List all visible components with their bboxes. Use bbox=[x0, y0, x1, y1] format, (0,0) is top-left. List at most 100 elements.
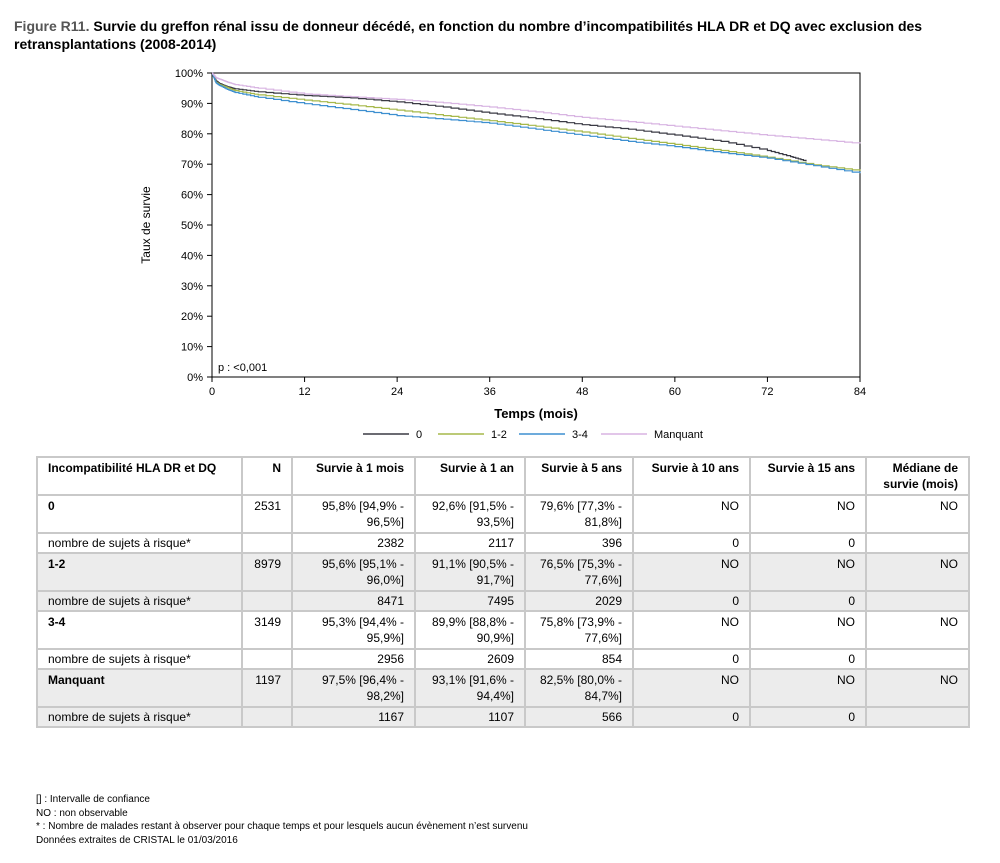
y-tick-label: 80% bbox=[181, 129, 203, 141]
risk-cell: 2029 bbox=[524, 590, 634, 612]
table-cell: NO bbox=[749, 610, 867, 650]
x-tick-label: 0 bbox=[209, 386, 215, 398]
table-header-cell: Survie à 15 ans bbox=[749, 456, 867, 496]
legend-label-1-2: 1-2 bbox=[491, 429, 507, 441]
table-cell: 95,6% [95,1% - 96,0%] bbox=[291, 552, 416, 592]
risk-cell: 0 bbox=[749, 706, 867, 728]
table-header-cell: Médiane de survie (mois) bbox=[865, 456, 970, 496]
table-row: Manquant 1197 97,5% [96,4% - 98,2%] 93,1% [… bbox=[36, 668, 970, 708]
y-tick-label: 10% bbox=[181, 342, 203, 354]
footnote-line: [] : Intervalle de confiance bbox=[36, 794, 150, 805]
y-tick-label: 70% bbox=[181, 159, 203, 171]
risk-cell bbox=[241, 590, 293, 612]
risk-row: nombre de sujets à risque* 2382 2117 396 0 0 bbox=[36, 532, 970, 554]
table-header-cell: Incompatibilité HLA DR et DQ bbox=[36, 456, 243, 496]
x-tick-label: 84 bbox=[854, 386, 866, 398]
series-line-1-2 bbox=[212, 72, 861, 171]
group-label: 0 bbox=[36, 494, 243, 534]
y-tick-label: 50% bbox=[181, 220, 203, 232]
table-cell: NO bbox=[632, 494, 751, 534]
table-cell: NO bbox=[865, 552, 970, 592]
risk-row: nombre de sujets à risque* 2956 2609 854 0 0 bbox=[36, 648, 970, 670]
table-row: 0 2531 95,8% [94,9% - 96,5%] 92,6% [91,5% -… bbox=[36, 494, 970, 534]
table-cell: 76,5% [75,3% - 77,6%] bbox=[524, 552, 634, 592]
x-axis-title: Temps (mois) bbox=[494, 406, 578, 421]
risk-cell: 0 bbox=[749, 590, 867, 612]
x-tick-label: 60 bbox=[669, 386, 681, 398]
risk-row: nombre de sujets à risque* 8471 7495 2029 0 0 bbox=[36, 590, 970, 612]
risk-label: nombre de sujets à risque* bbox=[36, 532, 243, 554]
series-line-0 bbox=[212, 72, 807, 162]
risk-cell: 2382 bbox=[291, 532, 416, 554]
risk-cell: 8471 bbox=[291, 590, 416, 612]
table-row: 1-2 8979 95,6% [95,1% - 96,0%] 91,1% [90,5%… bbox=[36, 552, 970, 592]
table-cell: 8979 bbox=[241, 552, 293, 592]
risk-cell: 854 bbox=[524, 648, 634, 670]
table-header-cell: Survie à 5 ans bbox=[524, 456, 634, 496]
risk-cell: 1107 bbox=[414, 706, 526, 728]
table-header-cell: Survie à 1 an bbox=[414, 456, 526, 496]
y-tick-label: 90% bbox=[181, 98, 203, 110]
table-row: 3-4 3149 95,3% [94,4% - 95,9%] 89,9% [88,8%… bbox=[36, 610, 970, 650]
table-cell: 3149 bbox=[241, 610, 293, 650]
x-tick-label: 72 bbox=[761, 386, 773, 398]
group-label: 3-4 bbox=[36, 610, 243, 650]
footnote-line: NO : non observable bbox=[36, 807, 128, 819]
series-line-Manquant bbox=[212, 72, 861, 144]
risk-cell: 0 bbox=[632, 648, 751, 670]
table-cell: 95,8% [94,9% - 96,5%] bbox=[291, 494, 416, 534]
table-cell: 93,1% [91,6% - 94,4%] bbox=[414, 668, 526, 708]
y-tick-label: 30% bbox=[181, 281, 203, 293]
table-cell: 95,3% [94,4% - 95,9%] bbox=[291, 610, 416, 650]
risk-label: nombre de sujets à risque* bbox=[36, 590, 243, 612]
x-tick-label: 24 bbox=[391, 386, 403, 398]
legend-label-0: 0 bbox=[416, 429, 422, 441]
y-tick-label: 20% bbox=[181, 311, 203, 323]
y-tick-label: 40% bbox=[181, 250, 203, 262]
table-cell: NO bbox=[632, 552, 751, 592]
table-cell: NO bbox=[865, 668, 970, 708]
risk-cell: 1167 bbox=[291, 706, 416, 728]
table-cell: NO bbox=[749, 668, 867, 708]
y-tick-label: 0% bbox=[187, 372, 203, 384]
legend-label-3-4: 3-4 bbox=[572, 429, 588, 441]
series-line-3-4 bbox=[212, 72, 861, 174]
risk-cell bbox=[241, 532, 293, 554]
table-header-cell: Survie à 10 ans bbox=[632, 456, 751, 496]
table-cell: 97,5% [96,4% - 98,2%] bbox=[291, 668, 416, 708]
table-cell: 91,1% [90,5% - 91,7%] bbox=[414, 552, 526, 592]
risk-cell: 396 bbox=[524, 532, 634, 554]
risk-cell: 2956 bbox=[291, 648, 416, 670]
risk-cell: 2117 bbox=[414, 532, 526, 554]
risk-label: nombre de sujets à risque* bbox=[36, 648, 243, 670]
y-tick-label: 100% bbox=[175, 68, 203, 80]
risk-cell: 0 bbox=[632, 590, 751, 612]
table-cell: NO bbox=[865, 494, 970, 534]
table-cell: 2531 bbox=[241, 494, 293, 534]
p-value-annotation: p : <0,001 bbox=[218, 362, 267, 374]
risk-cell: 0 bbox=[632, 532, 751, 554]
risk-row: nombre de sujets à risque* 1167 1107 566 0 0 bbox=[36, 706, 970, 728]
y-axis-title: Taux de survie bbox=[139, 186, 153, 264]
risk-cell bbox=[865, 532, 970, 554]
x-tick-label: 36 bbox=[484, 386, 496, 398]
table-header-row: Incompatibilité HLA DR et DQ N Survie à 1 … bbox=[36, 456, 970, 496]
x-tick-label: 12 bbox=[298, 386, 310, 398]
x-tick-label: 48 bbox=[576, 386, 588, 398]
risk-label: nombre de sujets à risque* bbox=[36, 706, 243, 728]
table-cell: NO bbox=[632, 668, 751, 708]
risk-cell bbox=[241, 648, 293, 670]
survival-table: Incompatibilité HLA DR et DQ N Survie à 1 … bbox=[36, 456, 970, 728]
risk-cell: 0 bbox=[749, 532, 867, 554]
risk-cell: 0 bbox=[632, 706, 751, 728]
table-cell: 75,8% [73,9% - 77,6%] bbox=[524, 610, 634, 650]
table-cell: NO bbox=[865, 610, 970, 650]
risk-cell: 7495 bbox=[414, 590, 526, 612]
risk-cell: 2609 bbox=[414, 648, 526, 670]
table-cell: 82,5% [80,0% - 84,7%] bbox=[524, 668, 634, 708]
footnote-line: * : Nombre de malades restant à observer… bbox=[36, 821, 528, 832]
table-cell: 79,6% [77,3% - 81,8%] bbox=[524, 494, 634, 534]
y-tick-label: 60% bbox=[181, 190, 203, 202]
group-label: Manquant bbox=[36, 668, 243, 708]
table-cell: NO bbox=[749, 494, 867, 534]
